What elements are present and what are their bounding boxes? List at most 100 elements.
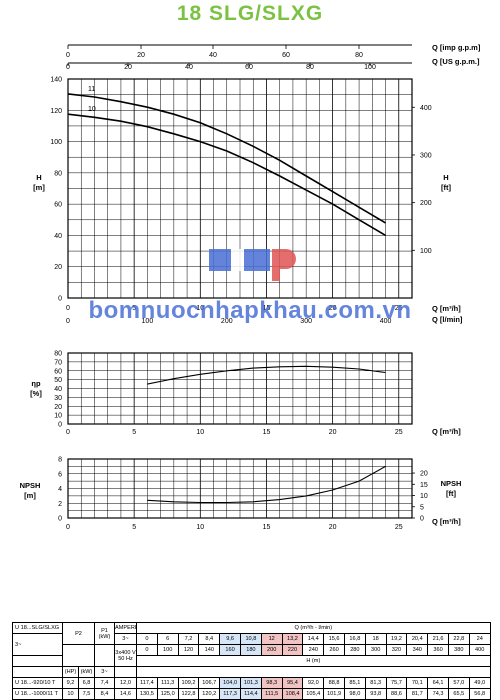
head-y-tick-label: 0	[58, 296, 62, 303]
head-y-tick-label: 80	[54, 170, 62, 177]
head-y-tick-label: 100	[50, 139, 62, 146]
npsh-x-tick-label: 5	[132, 524, 136, 531]
q-lmin-cell: 120	[177, 644, 200, 656]
p1-cell: 8,4	[94, 688, 115, 700]
amp-cell: 12,0	[114, 677, 137, 689]
head-ft-tick-label: 300	[420, 152, 432, 159]
imp-tick-label: 20	[137, 52, 145, 59]
h-value-cell: 125,0	[156, 688, 179, 700]
imp-tick-label: 80	[355, 52, 363, 59]
eff-ylabel: ηp	[31, 379, 41, 388]
p1-label-cell: P1 (kW)	[94, 622, 115, 645]
p2-label: P2	[62, 622, 95, 645]
h-value-cell: 111,3	[156, 677, 179, 689]
watermark-logo-blue	[209, 249, 231, 271]
p2-units-cell	[62, 644, 95, 667]
us-tick-label: 0	[66, 64, 70, 71]
npsh-x-axis-label: Q [m³/h]	[432, 517, 461, 526]
h-value-cell: 65,5	[447, 688, 470, 700]
watermark-logo	[209, 249, 296, 281]
npsh-y-tick-label: 2	[58, 501, 62, 508]
q-m3h-cell: 10,8	[239, 633, 262, 645]
h-value-cell: 75,7	[385, 677, 408, 689]
q-lmin-cell: 220	[281, 644, 304, 656]
head-ylabel-left-unit: [m]	[33, 183, 45, 192]
h-value-cell: 108,4	[281, 688, 304, 700]
eff-y-tick-label: 60	[54, 368, 62, 375]
table-row: U 18...-1000/11 T 10 7,5 8,4 14,6 130,5 125,0 1…	[12, 688, 491, 700]
q-lmin-cell: 320	[385, 644, 408, 656]
h-value-cell: 98,0	[343, 688, 366, 700]
q-lmin-cell: 380	[447, 644, 470, 656]
npsh-x-tick-label: 20	[329, 524, 337, 531]
p1-cell: 7,4	[94, 677, 115, 689]
q-m3h-cell: 7,2	[177, 633, 200, 645]
head-y-tick-label: 40	[54, 233, 62, 240]
head-y-tick-label: 120	[50, 108, 62, 115]
kw-cell: 7,5	[78, 688, 95, 700]
head-x-tick-label: 5	[132, 305, 136, 312]
q-m3h-cell: 13,2	[281, 633, 304, 645]
q-m3h-cell: 22,8	[447, 633, 470, 645]
head-y-tick-label: 20	[54, 264, 62, 271]
page-title: 18 SLG/SLXG	[176, 2, 324, 25]
npsh-y-tick-label: 8	[58, 457, 62, 464]
h-value-cell: 95,4	[281, 677, 304, 689]
us-tick-label: 80	[306, 64, 314, 71]
q-m3h-cell: 19,2	[385, 633, 408, 645]
us-axis-label: Q [US g.p.m.]	[432, 57, 480, 66]
h-value-cell: 130,5	[136, 688, 158, 700]
h-value-cell: 117,4	[136, 677, 158, 689]
q-m3h-cell: 15,6	[323, 633, 345, 645]
q-lmin-cell: 200	[260, 644, 283, 656]
us-tick-label: 60	[245, 64, 253, 71]
head-x-tick-label: 0	[66, 305, 70, 312]
head-curve-10	[67, 113, 386, 237]
q-m3h-cell: 20,4	[406, 633, 429, 645]
head-ylabel-left: H	[36, 173, 41, 182]
table-row-q-lmin: 3x400 V 50 Hz 0 100 120 140 160 180 200 220 240 26…	[13, 644, 491, 667]
q-lmin-cell: 400	[468, 644, 491, 656]
performance-table: U 18...SLG/SLXG P2 P1 (kW) AMPERE Q (m³/h…	[12, 622, 491, 700]
q-m3h-cell: 16,8	[343, 633, 366, 645]
h-value-cell: 104,0	[219, 677, 241, 689]
head-lmin-tick-label: 0	[66, 318, 70, 325]
h-value-cell: 49,0	[468, 677, 491, 689]
table-row: U 18...-920/10 T 9,2 6,8 7,4 12,0 117,4 111,3 1…	[12, 677, 491, 689]
q-m3h-cell: 0	[136, 633, 158, 645]
q-lmin-cell: 280	[343, 644, 366, 656]
h-value-cell: 106,7	[198, 677, 221, 689]
head-x-tick-label: 10	[196, 305, 204, 312]
npsh-ylabel-right-unit: [ft]	[446, 489, 456, 498]
eff-x-axis-label: Q [m³/h]	[432, 427, 461, 436]
head-lmin-tick-label: 100	[142, 318, 154, 325]
q-lmin-cell: 260	[323, 644, 345, 656]
us-tick-label: 20	[124, 64, 132, 71]
h-value-cell: 92,0	[302, 677, 325, 689]
q-lmin-cell: 360	[427, 644, 449, 656]
npsh-curve	[147, 465, 386, 504]
q-lmin-cell: 140	[198, 644, 221, 656]
head-ylabel-right-unit: [ft]	[441, 183, 451, 192]
ampere-label: AMPERE	[114, 622, 137, 634]
head-curve-label-11: 11	[88, 86, 95, 93]
head-curve-11	[67, 93, 386, 224]
q-lmin-cell: 300	[364, 644, 387, 656]
npsh-ylabel-right: NPSH	[441, 479, 462, 488]
h-blank	[136, 666, 491, 678]
watermark-text: bomnuocnhapkhau.com.vn	[88, 297, 411, 324]
head-ft-tick-label: 100	[420, 248, 432, 255]
head-ft-tick-label: 200	[420, 200, 432, 207]
head-chart: 020406080100120140100200300400H[m]H[ft]1…	[33, 77, 463, 326]
ampere-phase: 3~	[114, 633, 137, 645]
table-row-units: H (m)	[12, 655, 491, 667]
imp-tick-label: 60	[282, 52, 290, 59]
amp-blank	[114, 666, 137, 678]
watermark-logo-blue-2	[244, 249, 270, 271]
q-m3h-cell: 21,6	[427, 633, 449, 645]
model-cell: U 18...-1000/11 T	[12, 688, 63, 700]
head-x-tick-label: 15	[263, 305, 271, 312]
head-lmin-tick-label: 200	[221, 318, 233, 325]
hp-blank	[12, 666, 63, 678]
